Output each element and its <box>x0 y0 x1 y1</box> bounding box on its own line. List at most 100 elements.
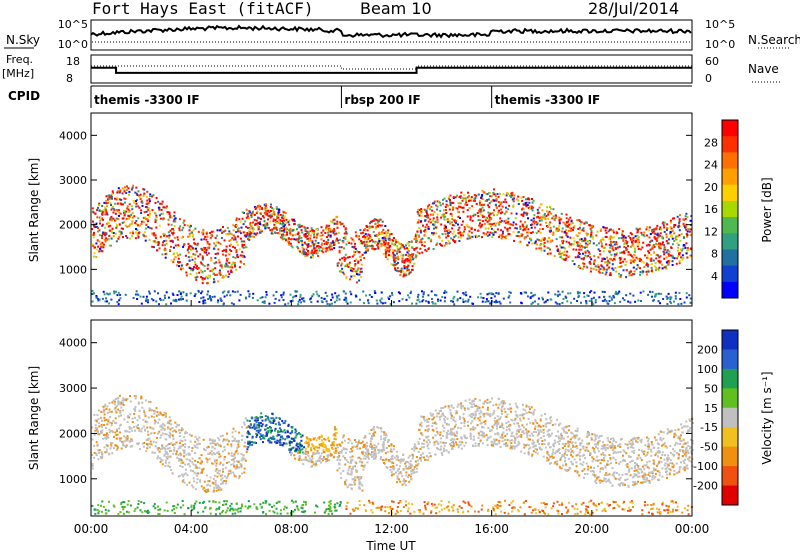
echo-cell <box>561 236 564 239</box>
echo-cell <box>467 298 470 301</box>
echo-cell <box>208 276 211 279</box>
echo-cell <box>146 218 149 221</box>
echo-cell <box>317 244 320 247</box>
echo-cell <box>376 426 379 429</box>
echo-cell <box>154 221 157 223</box>
echo-cell <box>462 298 465 301</box>
echo-cell <box>474 410 477 413</box>
echo-cell <box>394 269 397 272</box>
echo-cell <box>409 259 412 262</box>
echo-cell <box>95 222 98 225</box>
echo-cell <box>251 227 254 230</box>
echo-cell <box>590 231 593 234</box>
echo-cell <box>109 447 112 450</box>
echo-cell <box>185 271 188 274</box>
echo-cell <box>540 217 543 220</box>
echo-cell <box>564 295 567 298</box>
echo-cell <box>115 240 118 243</box>
echo-cell <box>324 438 327 441</box>
echo-cell <box>118 223 121 226</box>
echo-cell <box>348 465 351 468</box>
echo-cell <box>676 215 679 218</box>
echo-cell <box>601 290 604 293</box>
echo-cell <box>516 429 518 432</box>
echo-cell <box>126 398 129 400</box>
echo-cell <box>94 424 97 427</box>
echo-cell <box>242 231 245 234</box>
echo-cell <box>102 437 105 440</box>
echo-cell <box>450 439 453 442</box>
echo-cell <box>504 226 506 229</box>
echo-cell <box>127 187 130 190</box>
echo-cell <box>133 413 136 415</box>
echo-cell <box>604 477 607 480</box>
echo-cell <box>608 300 611 302</box>
echo-cell <box>429 208 432 211</box>
echo-cell <box>630 260 633 263</box>
echo-cell <box>606 437 609 440</box>
echo-cell <box>643 266 646 268</box>
echo-cell <box>602 266 605 269</box>
echo-cell <box>436 200 439 203</box>
echo-cell <box>282 293 285 296</box>
echo-cell <box>352 268 355 270</box>
echo-cell <box>240 464 243 467</box>
echo-cell <box>549 221 552 224</box>
echo-cell <box>646 256 649 259</box>
echo-cell <box>184 439 187 442</box>
echo-cell <box>580 248 583 251</box>
echo-cell <box>452 297 455 300</box>
echo-cell <box>662 250 665 253</box>
echo-cell <box>105 211 108 214</box>
echo-cell <box>475 202 478 205</box>
echo-cell <box>202 233 205 236</box>
echo-cell <box>349 267 352 270</box>
echo-cell <box>390 233 393 235</box>
echo-cell <box>173 211 176 214</box>
echo-cell <box>184 445 187 448</box>
echo-cell <box>306 244 309 246</box>
echo-cell <box>663 248 666 251</box>
echo-cell <box>400 244 403 247</box>
echo-cell <box>239 232 242 235</box>
echo-cell <box>249 230 252 233</box>
echo-cell <box>249 222 252 224</box>
echo-cell <box>481 194 484 196</box>
echo-cell <box>235 224 238 227</box>
echo-cell <box>611 245 614 248</box>
echo-cell <box>494 231 497 234</box>
echo-cell <box>102 290 105 293</box>
echo-cell <box>400 458 403 461</box>
echo-cell <box>455 207 458 210</box>
echo-cell <box>556 249 559 252</box>
echo-cell <box>577 228 580 230</box>
echo-cell <box>658 260 661 263</box>
echo-cell <box>514 410 517 413</box>
echo-cell <box>402 275 405 278</box>
echo-cell <box>202 228 205 231</box>
echo-cell <box>421 244 424 247</box>
echo-cell <box>265 291 268 293</box>
echo-cell <box>403 482 406 485</box>
echo-cell <box>472 214 475 217</box>
echo-cell <box>403 260 406 263</box>
echo-cell <box>310 256 312 259</box>
echo-cell <box>418 241 421 244</box>
echo-cell <box>191 268 194 271</box>
noise-left-label: N.Sky <box>6 33 40 47</box>
echo-cell <box>156 436 158 439</box>
echo-cell <box>532 294 535 297</box>
echo-cell <box>363 257 366 259</box>
echo-cell <box>134 221 137 224</box>
echo-cell <box>200 247 203 250</box>
echo-cell <box>425 216 428 219</box>
echo-cell <box>141 406 144 409</box>
echo-cell <box>241 243 244 246</box>
echo-cell <box>292 437 295 440</box>
echo-cell <box>343 273 346 276</box>
echo-cell <box>466 436 468 439</box>
echo-cell <box>94 419 97 422</box>
echo-cell <box>625 294 628 297</box>
echo-cell <box>658 292 660 295</box>
echo-cell <box>691 439 694 442</box>
